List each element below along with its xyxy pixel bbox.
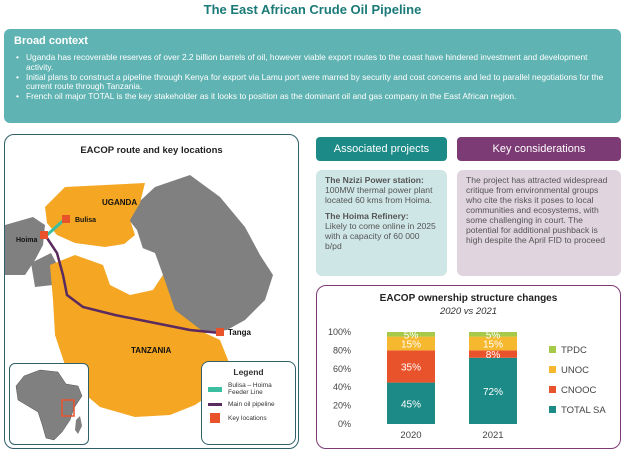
uganda-shape [45, 183, 145, 247]
project-text: 100MW thermal power plant located 60 kms… [325, 185, 433, 205]
hoima-label: Hoima [16, 237, 38, 244]
bar-segment [469, 357, 517, 424]
legend-swatch [549, 406, 556, 413]
y-tick-label: 80% [333, 345, 351, 355]
legend-label: CNOOC [561, 385, 597, 396]
legend-item: Key locations [208, 413, 289, 423]
data-label: 72% [483, 387, 503, 398]
context-list: Uganda has recoverable reserves of over … [14, 52, 611, 102]
neighbour-country [5, 217, 45, 275]
associated-projects-heading: Associated projects [316, 137, 447, 161]
tanzania-label: TANZANIA [131, 346, 172, 355]
bar-segment [387, 350, 435, 383]
location-swatch [210, 413, 220, 423]
legend-swatch [549, 346, 556, 353]
data-label: 8% [486, 350, 501, 361]
lake-victoria [103, 243, 163, 295]
page-title: The East African Crude Oil Pipeline [203, 2, 422, 17]
legend-label: TOTAL SA [561, 405, 606, 416]
bar-segment [469, 350, 517, 358]
map-title: EACOP route and key locations [80, 145, 223, 156]
africa-inset-svg [15, 369, 83, 441]
legend-swatch [549, 386, 556, 393]
context-bullet: Uganda has recoverable reserves of over … [14, 52, 611, 73]
inset-highlight [61, 399, 75, 417]
tanzania-shape [50, 255, 230, 417]
key-considerations-box: The project has attracted widespread cri… [457, 170, 621, 276]
legend-label: UNOC [561, 365, 589, 376]
legend-title: Legend [233, 367, 264, 377]
bulisa-marker [62, 215, 70, 223]
legend-item: Main oil pipeline [208, 401, 289, 408]
main-pipeline [43, 234, 221, 335]
bar-segment [387, 382, 435, 424]
data-label: 35% [401, 363, 421, 374]
y-tick-label: 100% [328, 327, 351, 337]
context-panel: Broad context Uganda has recoverable res… [4, 29, 621, 123]
project-title: The Hoima Refinery: [325, 211, 409, 221]
legend-label: Main oil pipeline [228, 401, 275, 408]
context-bullet: Initial plans to construct a pipeline th… [14, 72, 611, 93]
data-label: 5% [486, 330, 501, 341]
context-bullet: French oil major TOTAL is the key stakeh… [14, 91, 611, 102]
data-label: 15% [401, 340, 421, 351]
project-text: Likely to come online in 2025 with a cap… [325, 221, 436, 251]
map-legend: Legend Bulisa – Hoima Feeder Line Main o… [201, 361, 296, 445]
pipeline-swatch [208, 403, 222, 406]
legend-label: Bulisa – Hoima Feeder Line [228, 382, 272, 396]
chart-title: EACOP ownership structure changes [379, 293, 558, 304]
madagascar-shape [75, 416, 82, 434]
y-tick-label: 0% [338, 419, 351, 429]
key-considerations-heading: Key considerations [457, 137, 621, 161]
y-tick-label: 40% [333, 382, 351, 392]
feeder-line-swatch [208, 386, 222, 392]
hoima-marker [40, 231, 48, 239]
bar-segment [469, 336, 517, 351]
data-label: 5% [404, 330, 419, 341]
bulisa-label: Bulisa [75, 217, 97, 224]
bar-segment [387, 332, 435, 337]
africa-inset-map [9, 363, 89, 445]
data-label: 45% [401, 399, 421, 410]
legend-label: Key locations [228, 414, 267, 422]
africa-shape [15, 369, 83, 441]
data-label: 15% [483, 340, 503, 351]
map-panel: EACOP route and key locations UGANDA Bul… [4, 134, 299, 449]
chart-subtitle: 2020 vs 2021 [439, 306, 498, 317]
uganda-label: UGANDA [102, 198, 138, 207]
y-tick-label: 60% [333, 364, 351, 374]
y-tick-label: 20% [333, 401, 351, 411]
x-tick-label: 2021 [482, 430, 503, 441]
legend-swatch [549, 366, 556, 373]
x-tick-label: 2020 [400, 430, 421, 441]
considerations-text: The project has attracted widespread cri… [466, 175, 608, 245]
associated-projects-box: The Nzizi Power station: 100MW thermal po… [316, 170, 447, 276]
context-heading: Broad context [14, 35, 88, 47]
tanga-marker [216, 328, 224, 336]
bar-segment [469, 332, 517, 337]
ownership-chart: 0%20%40%60%80%100%45%35%15%5%202072%8%15… [328, 327, 606, 441]
ownership-chart-panel: EACOP ownership structure changes 2020 v… [316, 285, 621, 449]
legend-label: TPDC [561, 345, 587, 356]
legend-item: Bulisa – Hoima Feeder Line [208, 382, 289, 396]
bar-segment [387, 336, 435, 351]
route-map [5, 175, 273, 417]
project-title: The Nzizi Power station: [325, 175, 424, 185]
tanga-label: Tanga [228, 328, 251, 337]
